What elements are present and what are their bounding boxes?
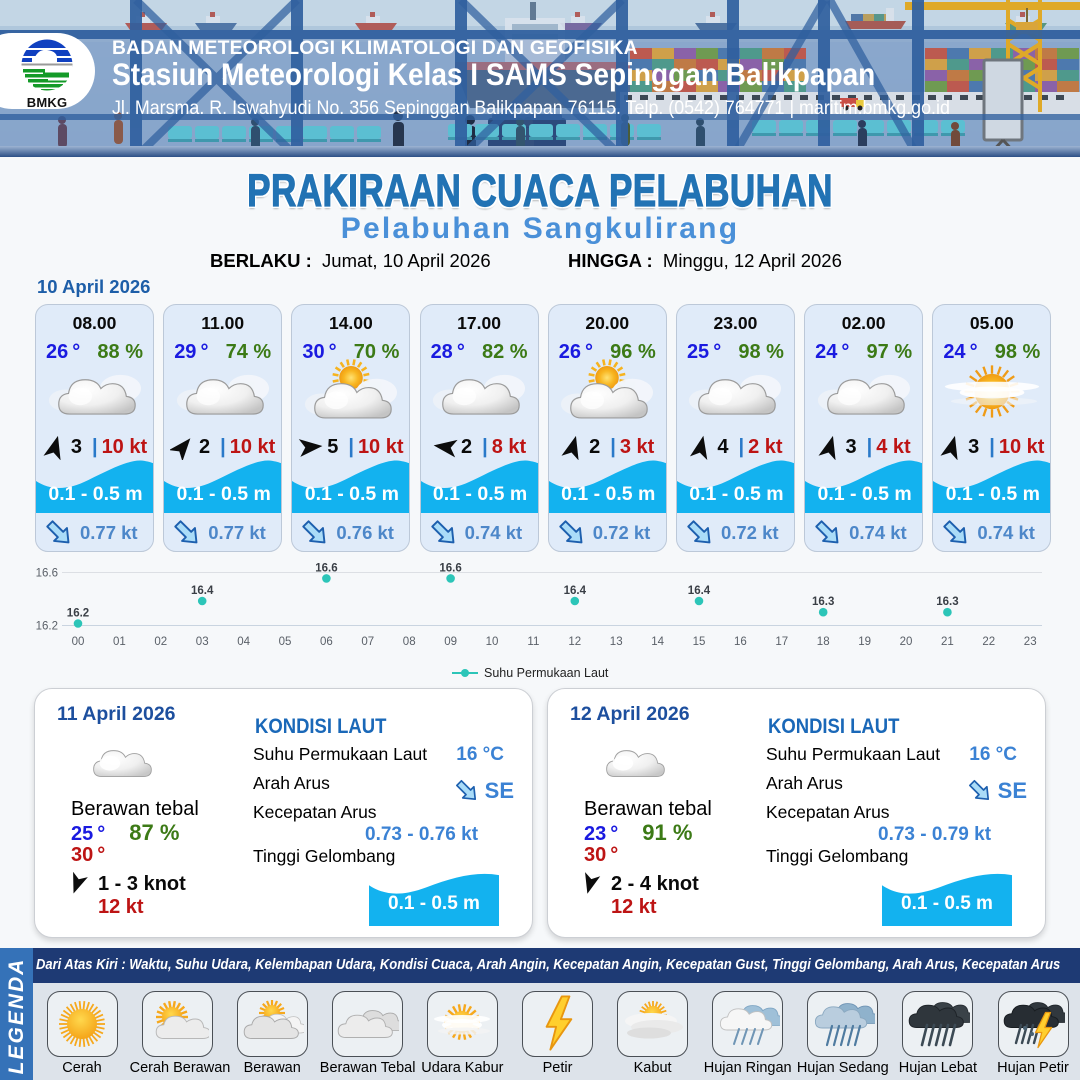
svg-text:00: 00 — [72, 636, 85, 648]
svg-text:05: 05 — [279, 636, 292, 648]
svg-text:04: 04 — [237, 636, 250, 648]
svg-text:16: 16 — [734, 636, 747, 648]
svg-text:11: 11 — [527, 636, 539, 648]
svg-text:07: 07 — [361, 636, 374, 648]
svg-text:13: 13 — [610, 636, 623, 648]
svg-text:12: 12 — [568, 636, 581, 648]
svg-text:08: 08 — [403, 636, 416, 648]
svg-text:16.3: 16.3 — [936, 596, 958, 608]
svg-text:16.6: 16.6 — [36, 568, 58, 580]
svg-text:23: 23 — [1024, 636, 1037, 648]
svg-text:16.2: 16.2 — [67, 608, 89, 620]
svg-text:Suhu Permukaan Laut: Suhu Permukaan Laut — [484, 666, 609, 680]
svg-text:06: 06 — [320, 636, 333, 648]
svg-text:16.6: 16.6 — [315, 562, 337, 574]
svg-text:14: 14 — [651, 636, 664, 648]
svg-text:10: 10 — [486, 636, 499, 648]
svg-text:16.4: 16.4 — [191, 585, 214, 597]
svg-text:16.3: 16.3 — [812, 596, 834, 608]
svg-text:01: 01 — [113, 636, 126, 648]
svg-text:09: 09 — [444, 636, 457, 648]
svg-text:21: 21 — [941, 636, 954, 648]
svg-text:20: 20 — [900, 636, 913, 648]
svg-text:16.4: 16.4 — [688, 585, 711, 597]
svg-text:16.6: 16.6 — [439, 562, 461, 574]
svg-text:16.4: 16.4 — [564, 585, 587, 597]
svg-text:16.2: 16.2 — [36, 621, 58, 633]
svg-text:02: 02 — [154, 636, 167, 648]
svg-text:18: 18 — [817, 636, 830, 648]
svg-text:03: 03 — [196, 636, 209, 648]
svg-text:17: 17 — [775, 636, 788, 648]
svg-text:19: 19 — [858, 636, 871, 648]
svg-text:22: 22 — [982, 636, 995, 648]
svg-text:15: 15 — [693, 636, 706, 648]
